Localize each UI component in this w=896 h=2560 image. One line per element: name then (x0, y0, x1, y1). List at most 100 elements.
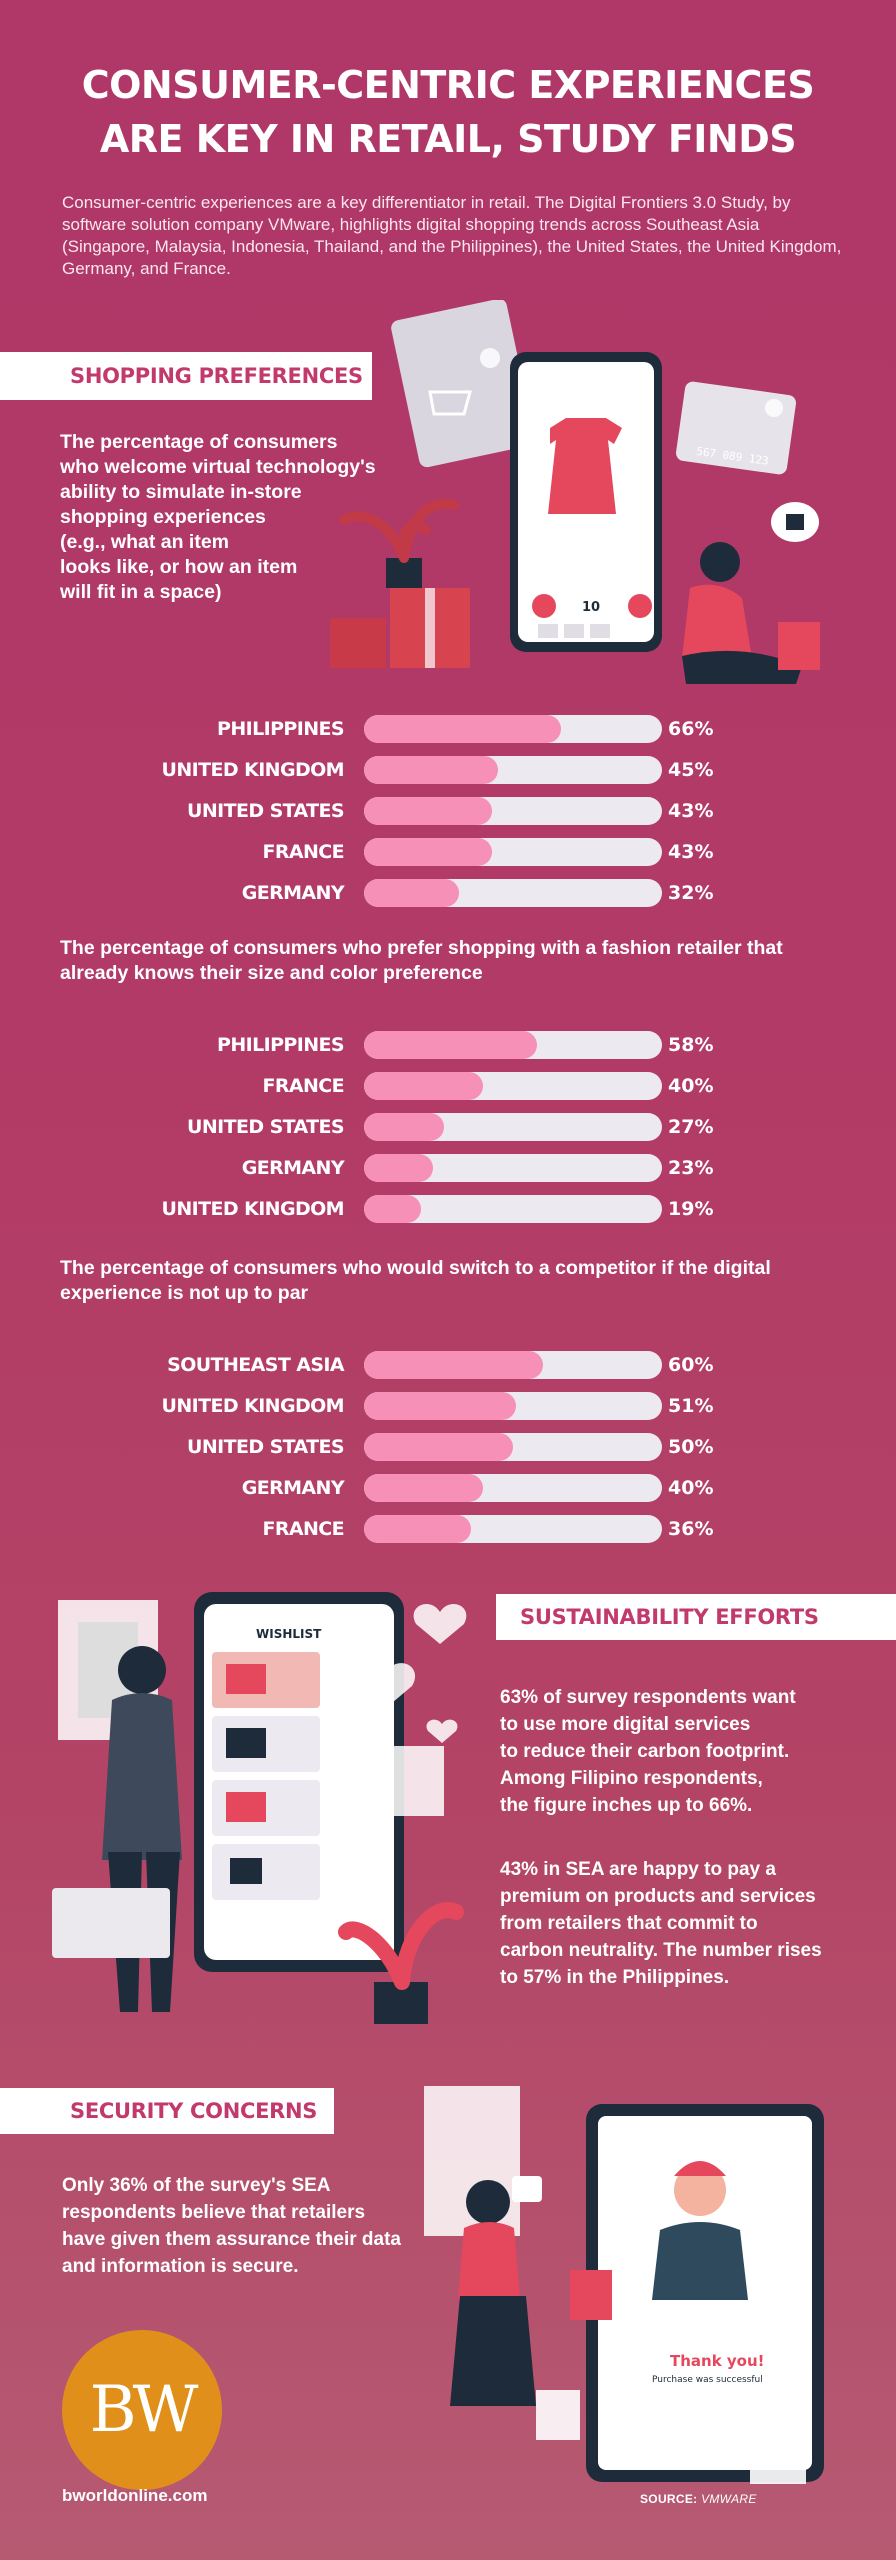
bar-category-label: GERMANY (241, 1157, 345, 1179)
sustain-line: carbon neutrality. The number rises (500, 1940, 822, 1961)
woman3-skirt (450, 2296, 536, 2406)
q2-line: The percentage of consumers who prefer s… (60, 937, 783, 959)
footer-source: SOURCE: VMWARE (640, 2492, 757, 2506)
sustain-line: the figure inches up to 66%. (500, 1795, 753, 1816)
q1-line: will fit in a space) (60, 581, 222, 603)
footer-url[interactable]: bworldonline.com (62, 2486, 208, 2505)
purchase-message: Purchase was successful (652, 2375, 763, 2385)
wishlist-illustration: WISHLIST (52, 1592, 467, 2024)
handbag-icon (230, 1858, 262, 1884)
woman3-head (466, 2180, 510, 2224)
bar-category-label: UNITED STATES (187, 1436, 345, 1458)
woman-top (682, 584, 752, 658)
security-line: have given them assurance their data (62, 2229, 401, 2250)
bar-value-label: 23% (668, 1157, 714, 1179)
shirt-icon (226, 1664, 266, 1694)
wall-frame-2 (374, 1746, 444, 1816)
bar-value-label: 27% (668, 1116, 714, 1138)
bw-logo-text: BW (89, 2373, 199, 2447)
bar-fill (364, 715, 561, 743)
bar-track (364, 756, 662, 784)
woman-head (700, 542, 740, 582)
woman2-head (118, 1646, 166, 1694)
wishlist-title: WISHLIST (256, 1627, 322, 1641)
section-banner-sustainability: SUSTAINABILITY EFFORTS (496, 1594, 896, 1640)
cart-icon (428, 390, 472, 416)
bar-fill (364, 1195, 421, 1223)
gift-ribbon (425, 588, 435, 668)
title-line-1: CONSUMER-CENTRIC EXPERIENCES (81, 63, 815, 107)
bar-track (364, 1474, 662, 1502)
bar-value-label: 40% (668, 1075, 714, 1097)
bar-value-label: 43% (668, 841, 714, 863)
sustain-line: Among Filipino respondents, (500, 1768, 763, 1789)
bar-track (364, 797, 662, 825)
bar-value-label: 60% (668, 1354, 714, 1376)
bar-track (364, 1113, 662, 1141)
clerk-shirt (652, 2222, 748, 2300)
bar-category-label: PHILIPPINES (217, 718, 345, 740)
q1-line: shopping experiences (60, 506, 266, 528)
q1-line: looks like, or how an item (60, 556, 298, 578)
section-banner-security: SECURITY CONCERNS (0, 2088, 334, 2134)
q3-line: The percentage of consumers who would sw… (60, 1257, 771, 1279)
bar-row: GERMANY 32% (0, 878, 896, 908)
bar-track (364, 1351, 662, 1379)
cart-card (391, 300, 535, 468)
section-title-sustainability: SUSTAINABILITY EFFORTS (520, 1605, 819, 1629)
bar-fill (364, 838, 493, 866)
bar-fill (364, 1474, 484, 1502)
plant3-pot (536, 2390, 580, 2440)
source-label: SOURCE: (640, 2492, 698, 2506)
woman-legs (682, 650, 802, 684)
bar-track (364, 879, 662, 907)
dress-icon (548, 418, 622, 514)
clerk-cap (674, 2161, 726, 2176)
sustainability-paragraph-1: 63% of survey respondents want to use mo… (500, 1684, 870, 1819)
bar-category-label: GERMANY (241, 882, 345, 904)
security-line: and information is secure. (62, 2256, 299, 2277)
sustain-line: 43% in SEA are happy to pay a (500, 1859, 776, 1880)
bar-row: PHILIPPINES 66% (0, 714, 896, 744)
bar-category-label: UNITED KINGDOM (161, 759, 345, 781)
sustain-line: premium on products and services (500, 1886, 816, 1907)
title-line-2: ARE KEY IN RETAIL, STUDY FINDS (99, 117, 797, 161)
bar-row: FRANCE 36% (0, 1514, 896, 1544)
bar-fill (364, 1515, 472, 1543)
bar-fill (364, 756, 499, 784)
q3-line: experience is not up to par (60, 1282, 309, 1304)
gift-box-white (750, 2448, 806, 2484)
bar-track (364, 1392, 662, 1420)
bar-value-label: 40% (668, 1477, 714, 1499)
check-icon (480, 348, 500, 368)
shopping-app-illustration: 567 089 123 10 (330, 300, 820, 684)
bar-track (364, 1515, 662, 1543)
bar-value-label: 36% (668, 1518, 714, 1540)
bar-row: SOUTHEAST ASIA 60% (0, 1350, 896, 1380)
bar-track (364, 1031, 662, 1059)
sustain-line: to 57% in the Philippines. (500, 1967, 730, 1988)
bar-value-label: 50% (668, 1436, 714, 1458)
bar-fill (364, 797, 493, 825)
heart-icon-medium (356, 1663, 416, 1708)
bar-category-label: GERMANY (241, 1477, 345, 1499)
plant-leaves (339, 499, 459, 563)
next-arrow-icon (628, 594, 652, 618)
prev-arrow-icon (532, 594, 556, 618)
card-chip-icon (765, 399, 783, 417)
bar-category-label: FRANCE (262, 841, 344, 863)
bar-value-label: 58% (668, 1034, 714, 1056)
bar-category-label: UNITED STATES (187, 800, 345, 822)
bar-fill (364, 1351, 543, 1379)
bar-category-label: FRANCE (262, 1518, 344, 1540)
plant2-leaves (338, 1902, 464, 1990)
question-2: The percentage of consumers who prefer s… (60, 936, 850, 986)
thumb-3 (590, 624, 610, 638)
heart-icon-small (426, 1719, 458, 1743)
bar-track (364, 1195, 662, 1223)
bar-fill (364, 879, 460, 907)
security-line: respondents believe that retailers (62, 2202, 366, 2223)
bar-fill (364, 1113, 445, 1141)
thank-you-text: Thank you! (670, 2352, 765, 2370)
page-title: CONSUMER-CENTRIC EXPERIENCES ARE KEY IN … (0, 58, 896, 166)
